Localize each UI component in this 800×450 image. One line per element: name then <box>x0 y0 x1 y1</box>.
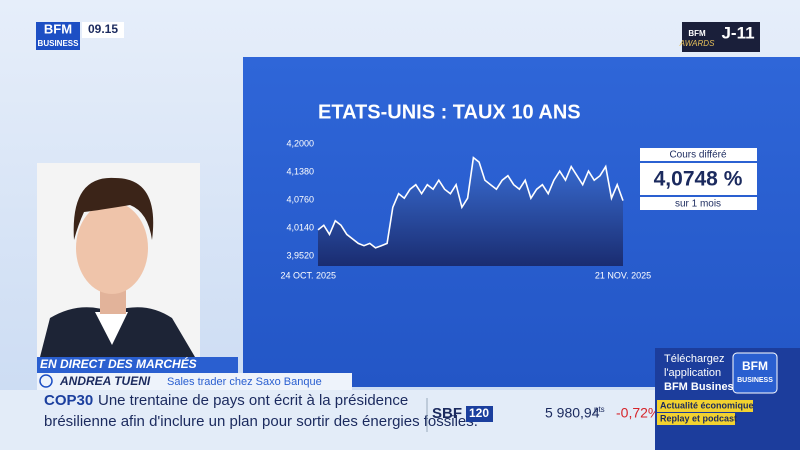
index-change: -0,72% <box>616 405 660 421</box>
name-box <box>37 373 352 390</box>
x-tick-label: 24 OCT. 2025 <box>280 270 336 280</box>
ticker-line: Une trentaine de pays ont écrit à la pré… <box>98 392 408 409</box>
index-level: 5 980,94 <box>545 405 600 421</box>
chart-title: ETATS-UNIS : TAUX 10 ANS <box>318 101 581 123</box>
promo-tag-box <box>657 400 753 412</box>
promo-logo-bottom: BUSINESS <box>737 377 773 384</box>
banner: EN DIRECT DES MARCHÉS <box>40 356 197 371</box>
index-number-box <box>466 406 493 422</box>
x-tick-label: 21 NOV. 2025 <box>595 270 651 280</box>
quote-label-box <box>640 148 757 161</box>
quote-period-box <box>640 197 757 210</box>
quote-label: Cours différé <box>669 150 727 161</box>
guest-photo <box>37 163 200 357</box>
area <box>318 157 623 266</box>
y-tick-label: 4,0140 <box>286 222 314 232</box>
promo-logo-top: BFM <box>742 359 768 373</box>
promo-tag: Replay et podcast <box>660 413 737 423</box>
y-tick-label: 4,0760 <box>286 194 314 204</box>
promo-line: Téléchargez <box>664 353 725 365</box>
guest-role: Sales trader chez Saxo Banque <box>167 376 322 388</box>
y-tick-label: 4,1380 <box>286 166 314 176</box>
index-name: SBF <box>432 405 462 422</box>
promo-line: BFM Business <box>664 381 740 393</box>
ticker-line: brésilienne afin d'inclure un plan pour … <box>44 413 478 430</box>
time-box <box>82 22 124 38</box>
index-unit: pts <box>594 405 605 414</box>
countdown: J-11 <box>721 23 754 42</box>
promo-tag: Actualité économique <box>660 400 754 410</box>
quote-value: 4,0748 % <box>654 168 743 191</box>
plot: 4,2000 4,1380 4,0760 4,0140 3,9520 24 OCT. 20… <box>280 138 651 280</box>
awards-bottom: AWARDS <box>679 39 715 48</box>
mic-icon <box>39 374 53 388</box>
quote-period: sur 1 mois <box>675 199 721 210</box>
promo-logo <box>732 352 778 394</box>
ticker-bar <box>0 390 655 450</box>
promo-tag-box <box>657 413 735 425</box>
index-number: 120 <box>469 406 489 420</box>
promo-line: l'application <box>664 367 721 379</box>
logo <box>36 22 80 50</box>
awards-top: BFM <box>688 29 706 38</box>
logo-top: BFM <box>44 21 72 36</box>
logo-bottom: BUSINESS <box>38 39 80 48</box>
time: 09.15 <box>88 22 118 36</box>
guest-name: ANDREA TUENI <box>59 374 151 388</box>
ticker-tag: COP30 <box>44 392 93 409</box>
awards-box <box>682 22 760 52</box>
line <box>317 156 624 249</box>
banner-box <box>37 357 238 373</box>
quote-value-box <box>640 163 757 195</box>
y-tick-label: 3,9520 <box>286 250 314 260</box>
y-tick-label: 4,2000 <box>286 138 314 148</box>
